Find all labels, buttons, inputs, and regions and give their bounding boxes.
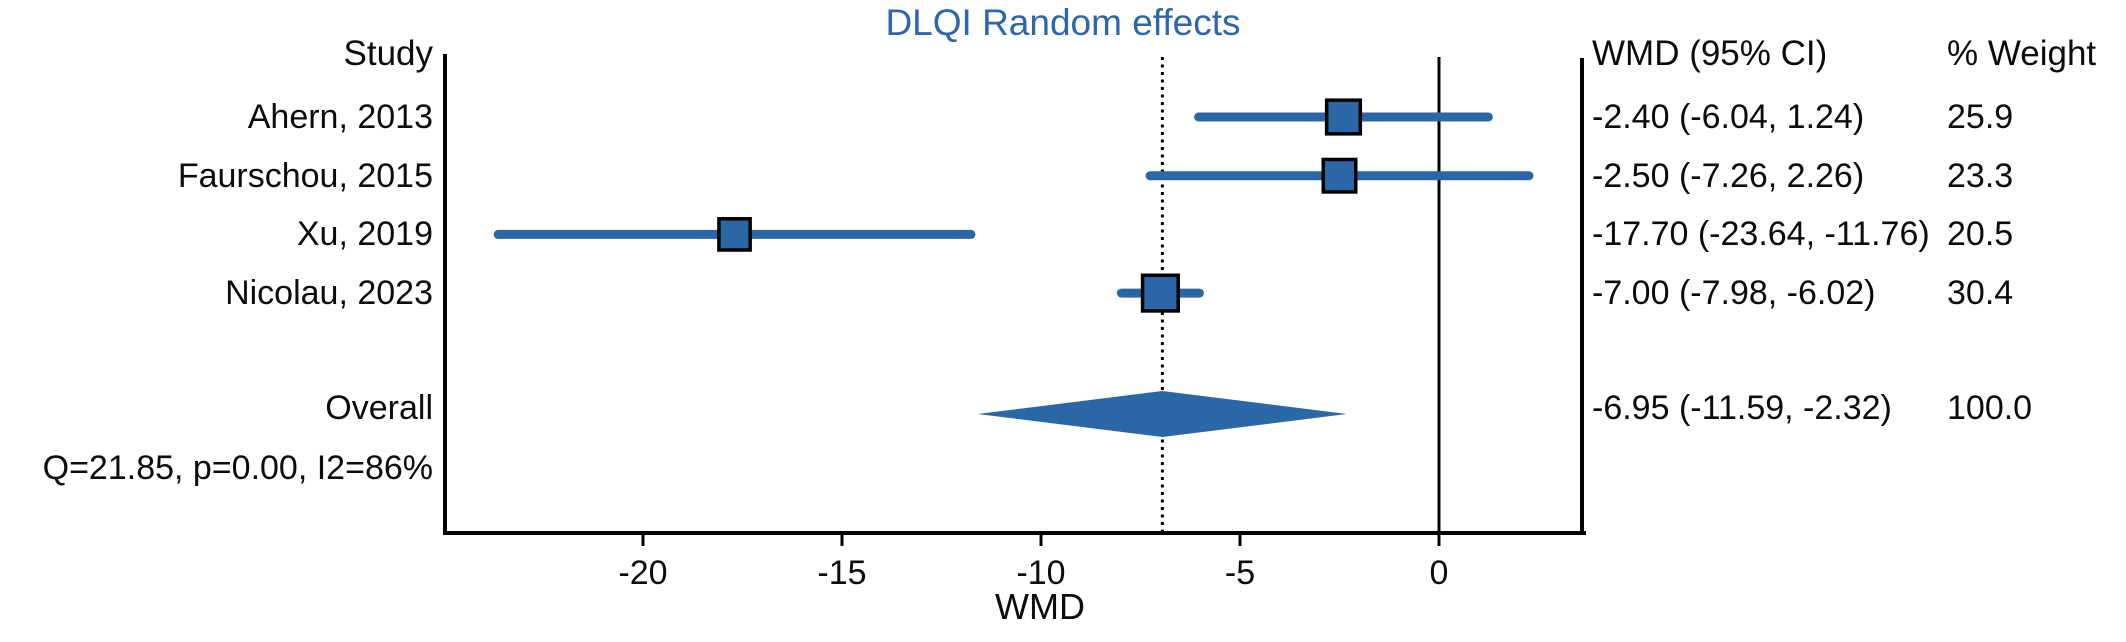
chart-title: DLQI Random effects (885, 2, 1241, 43)
study-wmd-ci-value: -17.70 (-23.64, -11.76) (1592, 215, 1930, 254)
x-axis-tick-label: 0 (1430, 554, 1449, 592)
x-axis-tick-label: -5 (1225, 554, 1255, 592)
study-label: Xu, 2019 (296, 215, 433, 254)
effect-square (1324, 98, 1363, 136)
column-header-weight: % Weight (1947, 34, 2097, 73)
overall-diamond (977, 391, 1347, 437)
overall-wmd-ci-value: -6.95 (-11.59, -2.32) (1592, 389, 1892, 427)
study-weight-value: 23.3 (1947, 156, 2014, 195)
x-axis-label: WMD (995, 586, 1085, 627)
study-weight-value: 20.5 (1947, 215, 2014, 254)
study-label: Faurschou, 2015 (177, 156, 433, 195)
column-header-study: Study (343, 34, 434, 73)
study-label: Ahern, 2013 (247, 98, 433, 136)
heterogeneity-stats: Q=21.85, p=0.00, I2=86% (42, 449, 433, 487)
overall-label: Overall (325, 389, 433, 427)
overall-weight-value: 100.0 (1947, 389, 2033, 427)
study-label: Nicolau, 2023 (225, 274, 433, 313)
x-axis-tick-label: -20 (618, 554, 667, 592)
study-wmd-ci-value: -2.40 (-6.04, 1.24) (1592, 98, 1865, 136)
study-wmd-ci-value: -2.50 (-7.26, 2.26) (1592, 156, 1865, 195)
effect-square (1321, 157, 1358, 194)
study-weight-value: 25.9 (1947, 98, 2014, 136)
study-weight-value: 30.4 (1947, 274, 2014, 313)
x-axis-tick-label: -10 (1016, 554, 1065, 592)
effect-square (1140, 273, 1180, 313)
effect-square (717, 217, 752, 252)
column-header-wmd-ci: WMD (95% CI) (1592, 34, 1828, 73)
study-wmd-ci-value: -7.00 (-7.98, -6.02) (1592, 274, 1876, 313)
x-axis-tick-label: -15 (817, 554, 866, 592)
